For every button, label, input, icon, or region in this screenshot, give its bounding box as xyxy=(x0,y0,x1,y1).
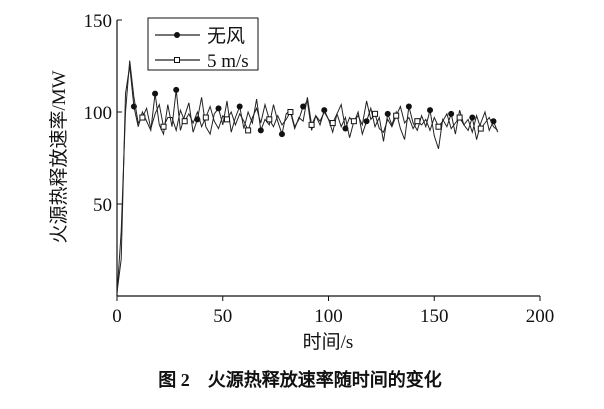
marker xyxy=(257,127,264,134)
marker xyxy=(384,110,391,117)
marker xyxy=(308,121,315,128)
marker xyxy=(435,123,442,130)
marker xyxy=(448,110,455,117)
x-tick-label: 200 xyxy=(526,306,555,327)
marker xyxy=(202,114,209,121)
marker xyxy=(139,114,146,121)
series-line xyxy=(116,60,499,295)
marker xyxy=(174,57,180,63)
marker xyxy=(321,107,328,114)
legend-label: 5 m/s xyxy=(207,51,249,72)
y-tick-label: 150 xyxy=(84,11,113,32)
marker xyxy=(215,105,222,112)
marker xyxy=(329,120,336,127)
legend-label: 无风 xyxy=(207,26,245,47)
marker xyxy=(469,114,476,121)
x-tick-label: 100 xyxy=(314,306,343,327)
marker xyxy=(477,125,484,132)
marker xyxy=(181,118,188,125)
marker xyxy=(363,118,370,125)
y-tick-label: 50 xyxy=(93,195,112,216)
marker xyxy=(300,103,307,110)
marker xyxy=(414,118,421,125)
caption: 图 2 火源热释放速率随时间的变化 xyxy=(158,369,442,390)
marker xyxy=(456,114,463,121)
marker xyxy=(160,123,167,130)
x-axis-label: 时间/s xyxy=(303,331,354,353)
y-tick-label: 100 xyxy=(84,103,113,124)
marker xyxy=(236,103,243,110)
marker xyxy=(287,109,294,115)
x-tick-label: 50 xyxy=(213,306,232,327)
marker xyxy=(278,131,285,138)
marker xyxy=(372,110,379,117)
marker xyxy=(152,90,159,97)
y-axis-label: 火源热释放速率/MW xyxy=(48,70,70,243)
marker xyxy=(266,116,273,123)
marker xyxy=(350,118,357,125)
x-tick-label: 0 xyxy=(112,306,122,327)
marker xyxy=(245,127,252,134)
series-line xyxy=(116,65,499,293)
marker xyxy=(174,32,180,38)
marker xyxy=(405,103,412,110)
x-tick-label: 150 xyxy=(420,306,449,327)
legend-box xyxy=(147,17,259,71)
marker xyxy=(223,116,230,123)
marker xyxy=(427,107,434,114)
marker xyxy=(173,86,180,93)
marker xyxy=(393,112,400,119)
